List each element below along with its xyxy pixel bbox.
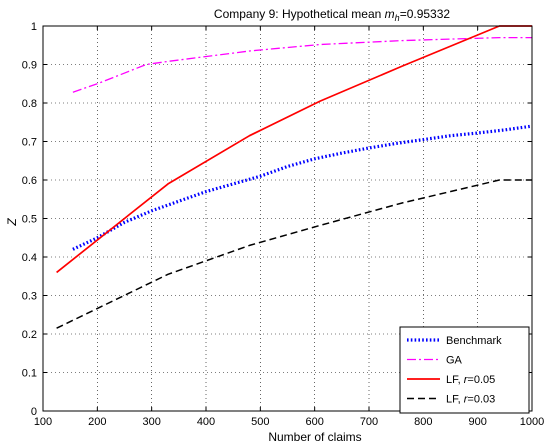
- x-tick-label: 600: [305, 416, 323, 428]
- legend-label: GA: [446, 355, 463, 367]
- y-axis-label: Z: [5, 218, 19, 227]
- y-tick-label: 0.1: [22, 368, 37, 380]
- legend-label: Benchmark: [446, 335, 502, 347]
- y-tick-label: 0.9: [22, 60, 37, 72]
- y-tick-label: 0.6: [22, 175, 37, 187]
- x-tick-label: 800: [414, 416, 432, 428]
- x-tick-label: 1000: [520, 416, 544, 428]
- x-tick-label: 200: [88, 416, 106, 428]
- legend-label: LF, r=0.03: [446, 394, 495, 406]
- legend-label: LF, r=0.05: [446, 374, 495, 386]
- series-line-lf-r-0-03: [56, 179, 532, 329]
- legend-box: [399, 326, 530, 414]
- chart-title: Company 9: Hypothetical mean mh=0.95332: [214, 7, 450, 23]
- y-tick-label: 1: [31, 21, 37, 33]
- x-tick-label: 900: [468, 416, 486, 428]
- x-tick-label: 500: [251, 416, 269, 428]
- y-tick-label: 0.7: [22, 137, 37, 149]
- y-tick-label: 0: [31, 406, 37, 418]
- y-tick-label: 0.8: [22, 98, 37, 110]
- x-tick-label: 100: [34, 416, 52, 428]
- series-line-ga: [72, 36, 532, 93]
- x-tick-label: 400: [197, 416, 215, 428]
- x-tick-label: 700: [360, 416, 378, 428]
- legend: Benchmark GA LF, r=0.05 LF, r=0.03: [399, 326, 530, 414]
- grid: [43, 26, 532, 411]
- y-tick-label: 0.5: [22, 214, 37, 226]
- axis-ticks: 100 200 300 400 500 600 700 800 900 1000 0 0.1 0.2 0.…: [22, 21, 545, 428]
- y-tick-label: 0.2: [22, 329, 37, 341]
- x-axis-label: Number of claims: [268, 430, 361, 444]
- x-tick-label: 300: [142, 416, 160, 428]
- y-tick-label: 0.4: [22, 252, 37, 264]
- y-tick-label: 0.3: [22, 291, 37, 303]
